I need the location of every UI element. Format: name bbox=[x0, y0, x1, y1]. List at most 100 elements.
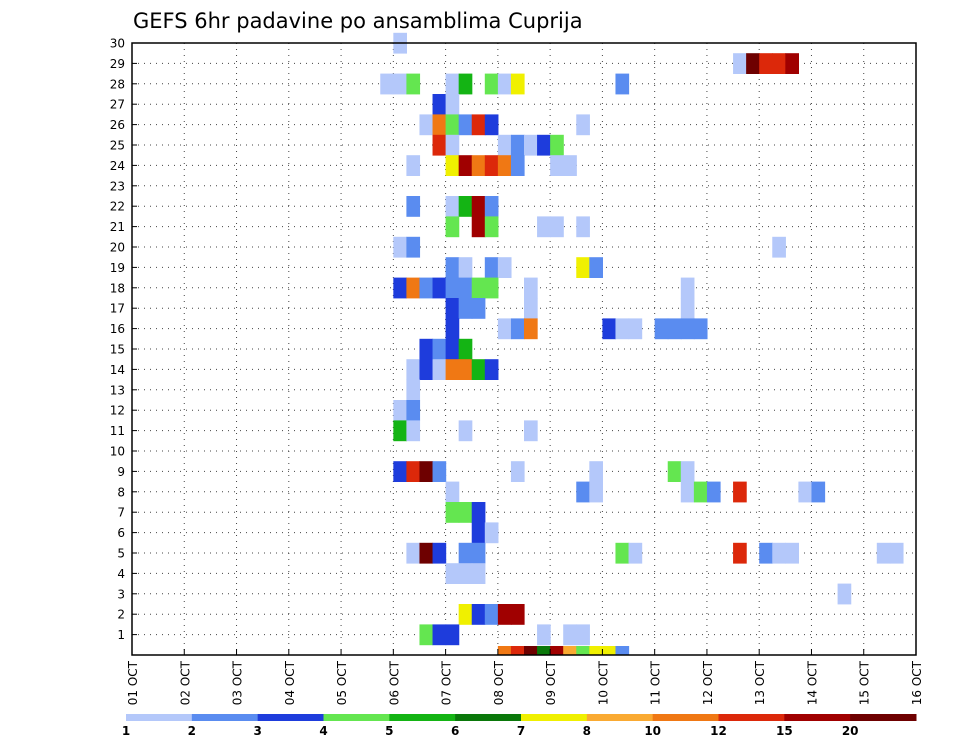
colorbar-label: 1 bbox=[122, 724, 130, 738]
data-cells bbox=[380, 32, 904, 646]
colorbar-swatch bbox=[126, 714, 193, 721]
precip-cell bbox=[484, 73, 499, 95]
precip-cell bbox=[458, 277, 473, 299]
precip-cell bbox=[693, 481, 708, 503]
y-tick-label: 24 bbox=[110, 159, 125, 173]
precip-cell bbox=[432, 134, 447, 156]
y-tick-label: 12 bbox=[110, 404, 125, 418]
precip-cell bbox=[471, 359, 486, 380]
precip-cell bbox=[889, 542, 904, 564]
precip-cell bbox=[680, 461, 695, 482]
precip-cell bbox=[772, 236, 786, 258]
precip-cell bbox=[589, 257, 603, 278]
precip-cell bbox=[471, 277, 486, 299]
precip-cell bbox=[432, 542, 447, 564]
precip-cell bbox=[419, 624, 434, 646]
x-axis-ticks: 01 OCT 02 OCT 03 OCT 04 OCT 05 OCT 06 OCT 07 O… bbox=[126, 649, 924, 705]
precip-cell bbox=[497, 604, 512, 625]
x-tick-label: 08 OCT bbox=[492, 660, 506, 705]
y-axis-ticks: 1234567891011121314151617181920212223242… bbox=[110, 37, 137, 642]
strip-cell bbox=[497, 646, 512, 655]
x-tick-label: 10 OCT bbox=[596, 660, 610, 705]
strip-cell bbox=[589, 646, 603, 655]
precip-cell bbox=[445, 624, 460, 646]
precip-cell bbox=[458, 542, 473, 564]
strip-cell bbox=[563, 646, 577, 655]
colorbar-label: 10 bbox=[644, 724, 661, 738]
precip-cell bbox=[406, 155, 421, 176]
x-tick-label: 03 OCT bbox=[231, 660, 245, 705]
precip-cell bbox=[380, 73, 394, 95]
precip-cell bbox=[458, 604, 473, 625]
precip-cell bbox=[393, 236, 407, 258]
precip-cell bbox=[406, 359, 421, 380]
precip-cell bbox=[471, 502, 486, 523]
precip-cell bbox=[432, 94, 447, 115]
precip-cell bbox=[471, 522, 486, 544]
y-tick-label: 3 bbox=[117, 587, 125, 601]
colorbar-swatch bbox=[521, 714, 588, 721]
strip-cell bbox=[550, 646, 564, 655]
y-tick-label: 30 bbox=[110, 37, 125, 51]
y-tick-label: 18 bbox=[110, 281, 125, 295]
colorbar: 1 2 3 4 5 6 7 8 10 12 15 20 bbox=[122, 714, 917, 738]
y-tick-label: 22 bbox=[110, 200, 125, 214]
precip-cell bbox=[706, 481, 721, 503]
x-tick-label: 13 OCT bbox=[753, 660, 767, 705]
precip-cell bbox=[445, 134, 460, 156]
y-tick-label: 9 bbox=[117, 465, 125, 479]
precip-cell bbox=[419, 114, 434, 136]
precip-cell bbox=[445, 298, 460, 319]
colorbar-label: 6 bbox=[451, 724, 459, 738]
x-tick-label: 11 OCT bbox=[649, 660, 663, 705]
precip-cell bbox=[484, 604, 499, 625]
precip-cell bbox=[746, 53, 760, 74]
precip-cell bbox=[445, 318, 460, 340]
precip-cell bbox=[432, 461, 447, 482]
precip-cell bbox=[432, 359, 447, 380]
x-tick-label: 12 OCT bbox=[701, 660, 715, 705]
bottom-summary-strip bbox=[497, 646, 630, 655]
colorbar-label: 12 bbox=[710, 724, 727, 738]
precip-cell bbox=[524, 420, 538, 442]
precip-cell bbox=[458, 563, 473, 584]
precip-cell bbox=[393, 73, 407, 95]
precip-cell bbox=[576, 216, 590, 238]
y-tick-label: 17 bbox=[110, 302, 125, 316]
colorbar-swatch bbox=[784, 714, 851, 721]
precip-cell bbox=[406, 236, 421, 258]
precip-cell bbox=[811, 481, 826, 503]
precip-cell bbox=[615, 318, 630, 340]
colorbar-swatch bbox=[850, 714, 917, 721]
precip-cell bbox=[510, 134, 525, 156]
precip-cell bbox=[471, 542, 486, 564]
precip-cell bbox=[550, 155, 564, 176]
precip-cell bbox=[393, 420, 407, 442]
precip-cell bbox=[550, 134, 564, 156]
strip-cell bbox=[602, 646, 617, 655]
precip-cell bbox=[759, 542, 773, 564]
precip-cell bbox=[576, 257, 590, 278]
y-tick-label: 6 bbox=[117, 526, 125, 540]
precip-cell bbox=[667, 318, 682, 340]
y-tick-label: 14 bbox=[110, 363, 125, 377]
precip-cell bbox=[458, 502, 473, 523]
chart-title: GEFS 6hr padavine po ansamblima Cuprija bbox=[133, 9, 583, 33]
precip-cell bbox=[733, 53, 747, 74]
precip-cell bbox=[680, 481, 695, 503]
precip-cell bbox=[497, 257, 512, 278]
precip-cell bbox=[432, 114, 447, 136]
precip-cell bbox=[563, 155, 577, 176]
colorbar-swatch bbox=[586, 714, 654, 721]
colorbar-label: 8 bbox=[583, 724, 591, 738]
precip-cell bbox=[458, 359, 473, 380]
y-tick-label: 4 bbox=[117, 567, 125, 581]
colorbar-label: 20 bbox=[842, 724, 859, 738]
colorbar-swatch bbox=[323, 714, 390, 721]
precip-cell bbox=[458, 155, 473, 176]
precip-cell bbox=[537, 134, 551, 156]
precip-cell bbox=[563, 624, 577, 646]
precip-cell bbox=[510, 461, 525, 482]
precip-cell bbox=[576, 114, 590, 136]
precip-cell bbox=[445, 114, 460, 136]
